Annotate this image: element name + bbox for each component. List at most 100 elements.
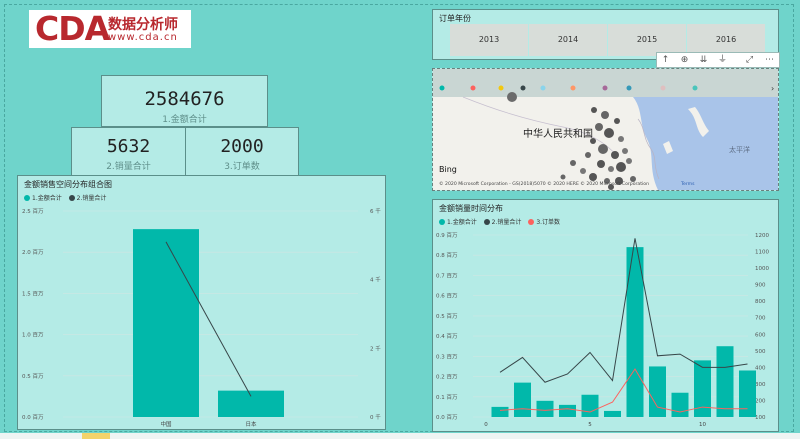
logo-brand: CDA — [35, 9, 110, 48]
y-right-tick-label: 6 千 — [370, 207, 381, 215]
time-chart-legend: 1.金额合计 2.销量合计 3.订单数 — [439, 217, 565, 226]
map-legend: › — [439, 84, 774, 93]
page-tabs-bar — [0, 433, 800, 439]
bar-month-6 — [604, 410, 621, 417]
canvas-border — [4, 4, 794, 432]
bar-month-1 — [491, 406, 509, 417]
time-chart-panel: 金额销量时间分布 1.金额合计 2.销量合计 3.订单数 0.0 百万 0.1 百… — [432, 199, 779, 432]
year-button-2015[interactable]: 2015 — [608, 24, 686, 56]
map-sea-label: 太平洋 — [729, 145, 750, 154]
cda-logo: CDA 数据分析师 www.cda.cn — [29, 9, 191, 48]
map-copyright: © 2020 Microsoft Corporation - GS(2018)5… — [439, 180, 649, 187]
y-right-tick-label: 2 千 — [370, 344, 381, 352]
year-button-2013[interactable]: 2013 — [450, 24, 528, 56]
y-tick-label: 0.5 百万 — [436, 313, 458, 320]
y-right-tick-label: 4 千 — [370, 276, 381, 284]
y-right-tick-label: 600 — [755, 332, 766, 338]
sales-line — [499, 238, 748, 383]
x-tick-label: 10 — [699, 422, 706, 428]
map-terms-link[interactable]: Terms — [680, 181, 695, 187]
card-amount-label: 1.金额合计 — [162, 115, 207, 125]
y-right-tick-label: 300 — [755, 382, 766, 388]
drill-down-icon[interactable]: ⊕ — [680, 55, 689, 65]
map-panel[interactable]: › 中华人民共 — [432, 68, 779, 191]
card-orders-label: 3.订单数 — [224, 162, 260, 172]
year-button-2016[interactable]: 2016 — [687, 24, 765, 56]
x-tick-label: 日本 — [245, 420, 257, 428]
y-tick-label: 0.2 百万 — [436, 374, 458, 381]
combo-chart-title: 金额销售空间分布组合图 — [24, 180, 112, 189]
x-tick-label: 5 — [588, 422, 592, 428]
card-sales-label: 2.销量合计 — [106, 162, 151, 172]
legend-item-sales[interactable]: 2.销量合计 — [68, 195, 106, 202]
bar-japan — [218, 390, 284, 417]
y-tick-label: 0.4 百万 — [436, 333, 458, 340]
card-orders[interactable]: 2000 3.订单数 — [185, 127, 299, 177]
map-svg[interactable]: › 中华人民共 — [433, 69, 778, 190]
legend-orders-text: 3.订单数 — [536, 219, 561, 226]
bar-month-11 — [716, 346, 734, 417]
legend-item-orders[interactable]: 3.订单数 — [528, 219, 560, 226]
y-right-tick-label: 1200 — [755, 233, 769, 239]
y-right-tick-label: 900 — [755, 283, 766, 289]
bar-month-9 — [671, 392, 689, 417]
y-tick-label: 0.0 百万 — [22, 414, 44, 421]
bar-month-3 — [536, 400, 554, 417]
more-options-icon[interactable]: ⋯ — [765, 55, 774, 65]
y-tick-label: 2.0 百万 — [22, 249, 44, 256]
x-tick-label: 中国 — [160, 420, 172, 428]
arrow-up-icon[interactable]: ↑ — [661, 55, 670, 65]
card-amount-value: 2584676 — [144, 88, 225, 110]
combo-chart-panel: 金额销售空间分布组合图 1.金额合计 2.销量合计 0.0 百万 0.5 百万 1.… — [17, 175, 386, 430]
legend-sales-text: 2.销量合计 — [491, 219, 522, 226]
combo-chart-svg[interactable]: 0.0 百万 0.5 百万 1.0 百万 1.5 百万 2.0 百万 2.5 百万 0 千 2… — [18, 176, 385, 429]
bar-month-8 — [649, 366, 666, 417]
expand-all-icon[interactable]: ⇊ — [699, 55, 708, 65]
bar-month-2 — [514, 382, 531, 417]
y-tick-label: 0.5 百万 — [22, 373, 44, 380]
y-tick-label: 0.7 百万 — [436, 272, 458, 279]
focus-mode-icon[interactable]: ⤢ — [745, 55, 754, 65]
svg-text:›: › — [771, 84, 774, 93]
year-button-2014[interactable]: 2014 — [529, 24, 607, 56]
y-tick-label: 1.5 百万 — [22, 290, 44, 297]
bar-month-12 — [739, 370, 756, 417]
bar-month-5 — [581, 394, 599, 417]
y-right-tick-label: 0 千 — [370, 413, 381, 421]
combo-chart-legend: 1.金额合计 2.销量合计 — [24, 193, 111, 202]
legend-item-sales[interactable]: 2.销量合计 — [483, 219, 522, 226]
logo-name: 数据分析师 — [108, 17, 178, 33]
y-right-tick-label: 400 — [755, 365, 766, 371]
visual-toolbar: ↑ ⊕ ⇊ ⏚ ⤢ ⋯ — [656, 52, 780, 68]
y-right-tick-label: 100 — [755, 415, 766, 421]
legend-amount-text: 1.金额合计 — [32, 195, 62, 202]
page-tab-active[interactable] — [82, 433, 110, 439]
map-country-label: 中华人民共和国 — [523, 127, 593, 140]
y-right-tick-label: 1000 — [755, 266, 769, 272]
legend-item-amount[interactable]: 1.金额合计 — [24, 195, 62, 202]
y-tick-label: 0.1 百万 — [436, 394, 458, 401]
y-tick-label: 0.8 百万 — [436, 252, 458, 259]
y-tick-label: 0.3 百万 — [436, 353, 458, 360]
hierarchy-icon[interactable]: ⏚ — [717, 55, 727, 65]
card-sales[interactable]: 5632 2.销量合计 — [71, 127, 186, 177]
x-tick-label: 0 — [484, 422, 488, 428]
time-chart-title: 金额销量时间分布 — [439, 204, 503, 213]
map-bubbles[interactable] — [507, 92, 636, 190]
bar-month-7 — [626, 247, 644, 417]
card-orders-value: 2000 — [220, 136, 264, 157]
card-sales-value: 5632 — [106, 136, 151, 157]
y-tick-label: 0.0 百万 — [436, 414, 458, 421]
legend-amount-text: 1.金额合计 — [447, 219, 477, 226]
year-slicer-title: 订单年份 — [439, 14, 471, 23]
orders-line — [499, 368, 748, 413]
y-right-tick-label: 500 — [755, 349, 766, 355]
sales-line — [165, 241, 252, 397]
y-right-tick-label: 200 — [755, 398, 766, 404]
legend-item-amount[interactable]: 1.金额合计 — [439, 219, 477, 226]
y-right-tick-label: 800 — [755, 299, 766, 305]
y-right-tick-label: 700 — [755, 316, 766, 322]
time-chart-svg[interactable]: 0.0 百万 0.1 百万 0.2 百万 0.3 百万 0.4 百万 0.5 百万 0.6 … — [433, 200, 778, 431]
y-tick-label: 0.6 百万 — [436, 293, 458, 300]
card-amount[interactable]: 2584676 1.金额合计 — [101, 75, 268, 127]
